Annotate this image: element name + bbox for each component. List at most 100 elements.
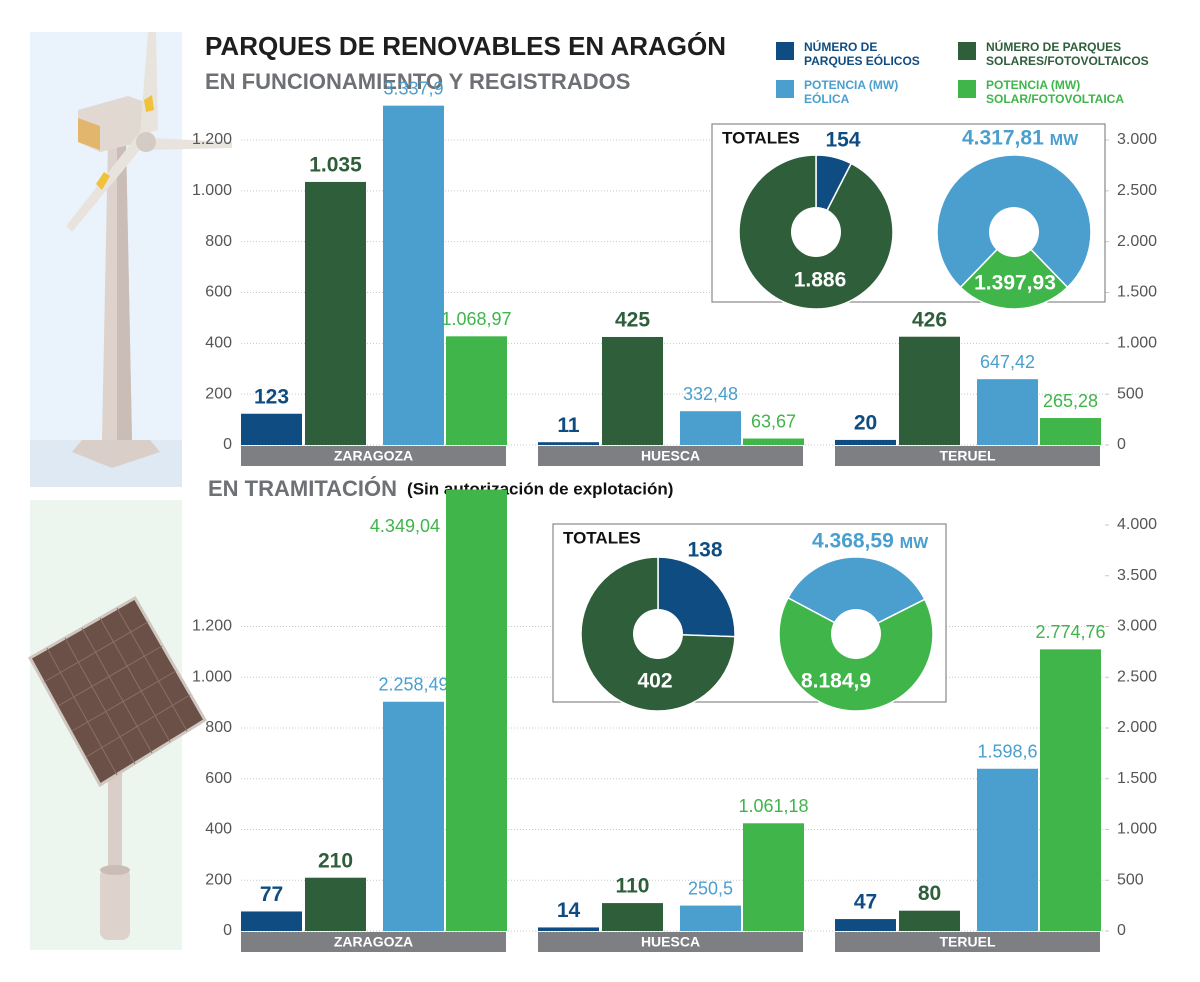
bar — [538, 442, 599, 445]
bar — [305, 181, 366, 445]
wind-turbine-illustration — [30, 32, 232, 487]
bar — [743, 823, 804, 931]
data-label: 2.774,76 — [1035, 622, 1105, 642]
totals-title: TOTALES — [563, 528, 641, 547]
data-label: 425 — [615, 309, 650, 332]
bar — [538, 927, 599, 931]
y-tick-label: 800 — [205, 719, 232, 736]
x-tick-label: TERUEL — [940, 448, 996, 464]
donut-hole — [633, 609, 683, 659]
legend-item: POTENCIA (MW) SOLAR/FOTOVOLTAICA — [958, 78, 1171, 106]
pie-wedge — [959, 230, 1069, 310]
data-label: 110 — [616, 875, 650, 898]
bar — [241, 413, 302, 445]
bar — [383, 105, 444, 445]
pie-total-label: 138 — [687, 539, 722, 562]
legend-swatch — [958, 80, 976, 98]
pie-inner-label: 1.886 — [794, 269, 847, 292]
pie-inner-label: 402 — [637, 670, 672, 693]
data-label: 11 — [557, 414, 580, 437]
y-tick-label: 600 — [205, 770, 232, 787]
donut-hole — [989, 207, 1039, 257]
bar — [602, 336, 663, 445]
data-label: 647,42 — [980, 352, 1035, 372]
y2-tick-label: 500 — [1117, 871, 1144, 888]
y2-tick-label: 2.500 — [1117, 182, 1157, 199]
totals-title: TOTALES — [722, 128, 800, 147]
y2-tick-label: 3.000 — [1117, 131, 1157, 148]
y2-tick-label: 1.000 — [1117, 821, 1157, 838]
data-label: 4.349,04 — [370, 516, 440, 536]
legend-item: NÚMERO DE PARQUES EÓLICOS — [776, 40, 934, 68]
y2-tick-label: 1.500 — [1117, 284, 1157, 301]
bar — [835, 919, 896, 931]
bar — [241, 911, 302, 931]
section-title: EN TRAMITACIÓN — [208, 476, 397, 501]
y-tick-label: 400 — [205, 335, 232, 352]
pie-unit: MW — [1050, 132, 1079, 149]
page-title: PARQUES DE RENOVABLES EN ARAGÓN — [205, 31, 726, 61]
y2-tick-label: 0 — [1117, 922, 1126, 939]
x-tick-label: ZARAGOZA — [334, 934, 413, 950]
legend-label: POTENCIA (MW) SOLAR/FOTOVOLTAICA — [986, 78, 1124, 106]
y-tick-label: 0 — [223, 922, 232, 939]
y-tick-label: 1.000 — [192, 182, 232, 199]
data-label: 426 — [912, 308, 947, 331]
category-band — [538, 932, 803, 952]
legend-label: NÚMERO DE PARQUES SOLARES/FOTOVOLTAICOS — [986, 40, 1149, 68]
legend-item: NÚMERO DE PARQUES SOLARES/FOTOVOLTAICOS — [958, 40, 1171, 68]
bar — [977, 768, 1038, 931]
category-band — [538, 446, 803, 466]
bar — [1040, 649, 1101, 931]
legend-item: POTENCIA (MW) EÓLICA — [776, 78, 934, 106]
data-label: 1.068,97 — [441, 309, 511, 329]
x-tick-label: ZARAGOZA — [334, 448, 413, 464]
data-label: 265,28 — [1043, 391, 1098, 411]
data-label: 1.035 — [309, 153, 362, 176]
y-tick-label: 200 — [205, 871, 232, 888]
legend-label: POTENCIA (MW) EÓLICA — [804, 78, 899, 106]
pie-total-label: 154 — [825, 129, 860, 152]
legend-label: NÚMERO DE PARQUES EÓLICOS — [804, 40, 920, 68]
pie-wedge — [657, 556, 736, 638]
data-label: 63,67 — [751, 411, 796, 431]
y-tick-label: 1.200 — [192, 131, 232, 148]
solar-panel-illustration — [27, 500, 208, 950]
bar — [1040, 418, 1101, 445]
data-label: 1.061,18 — [738, 796, 808, 816]
bar — [680, 411, 741, 445]
pie-total-label: 4.317,81 — [962, 127, 1044, 150]
bar — [977, 379, 1038, 445]
pie-inner-label: 8.184,9 — [801, 670, 871, 693]
y-tick-label: 1.000 — [192, 668, 232, 685]
donut-hole — [831, 609, 881, 659]
data-label: 3.337,9 — [383, 78, 443, 98]
y2-tick-label: 2.000 — [1117, 719, 1157, 736]
bar — [743, 438, 804, 445]
pie-inner-label: 1.397,93 — [974, 272, 1056, 295]
y-tick-label: 0 — [223, 436, 232, 453]
bar — [383, 701, 444, 931]
pie-wedge — [786, 556, 926, 635]
y2-tick-label: 4.000 — [1117, 516, 1157, 533]
y-tick-label: 800 — [205, 233, 232, 250]
bar — [899, 336, 960, 445]
data-label: 1.598,6 — [977, 741, 1037, 761]
bar — [899, 910, 960, 931]
y2-tick-label: 2.500 — [1117, 668, 1157, 685]
y-tick-label: 400 — [205, 821, 232, 838]
pie-unit: MW — [900, 535, 929, 552]
legend-swatch — [776, 80, 794, 98]
bar — [446, 336, 507, 445]
x-tick-label: HUESCA — [641, 934, 700, 950]
data-label: 2.258,49 — [378, 675, 448, 695]
pie-total-label: 4.368,59 — [812, 530, 894, 553]
data-label: 250,5 — [688, 878, 733, 898]
y2-tick-label: 2.000 — [1117, 233, 1157, 250]
bar — [835, 439, 896, 445]
legend-swatch — [958, 42, 976, 60]
data-label: 123 — [254, 385, 289, 408]
bar — [680, 905, 741, 931]
